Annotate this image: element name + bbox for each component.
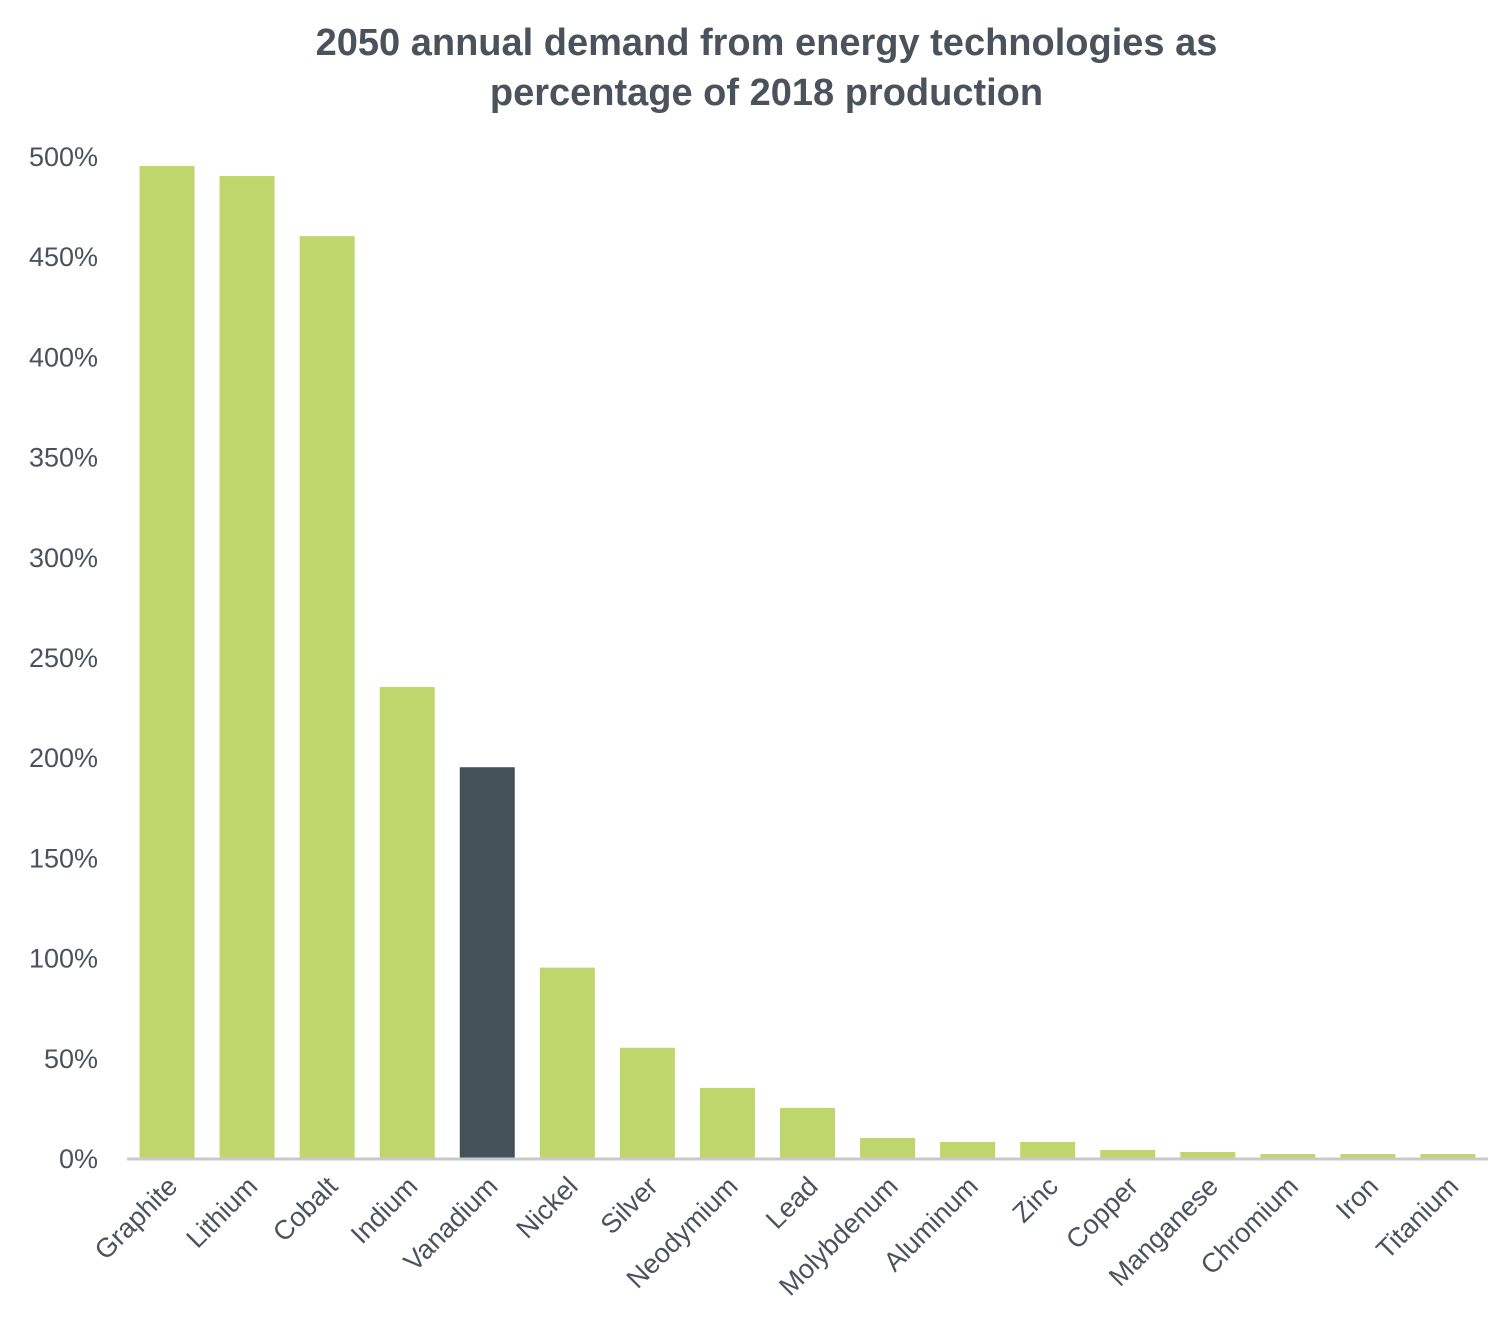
bar-aluminum [940, 1141, 996, 1158]
bar-indium [379, 687, 435, 1158]
y-tick-label-400: 400% [29, 342, 98, 372]
chart-title-line-2: percentage of 2018 production [489, 72, 1044, 114]
bar-titanium [1420, 1153, 1476, 1158]
bar-zinc [1020, 1141, 1076, 1158]
chart-title-line-1: 2050 annual demand from energy technolog… [315, 22, 1218, 64]
y-axis-tick-labels: 0% 50% 100% 150% 200% 250% 300% 350% 400% 450% 500… [29, 142, 98, 1174]
bar-lead [780, 1107, 835, 1158]
y-tick-label-500: 500% [29, 142, 98, 172]
y-tick-label-100: 100% [29, 944, 98, 974]
bar-neodymium [699, 1087, 755, 1158]
x-tick-label-cobalt: Cobalt [267, 1171, 344, 1248]
y-tick-label-0: 0% [59, 1144, 98, 1174]
y-tick-label-300: 300% [29, 543, 98, 573]
bar-molybdenum [860, 1137, 916, 1158]
y-tick-label-250: 250% [29, 643, 98, 673]
bar-copper [1100, 1149, 1156, 1158]
y-tick-label-200: 200% [29, 743, 98, 773]
chart-title: 2050 annual demand from energy technolog… [0, 18, 1507, 118]
x-tick-label-titanium: Titanium [1370, 1171, 1464, 1265]
bar-lithium [219, 176, 275, 1159]
x-tick-label-lithium: Lithium [181, 1171, 264, 1254]
bars [139, 166, 1476, 1159]
bar-graphite [139, 166, 195, 1158]
y-tick-label-50: 50% [44, 1044, 98, 1074]
y-tick-label-350: 350% [29, 443, 98, 473]
bar-chromium [1260, 1153, 1316, 1158]
x-tick-label-zinc: Zinc [1007, 1171, 1064, 1228]
x-tick-label-nickel: Nickel [510, 1171, 583, 1244]
bar-nickel [539, 967, 595, 1158]
bar-iron [1340, 1153, 1396, 1158]
y-tick-label-450: 450% [29, 242, 98, 272]
x-tick-label-graphite: Graphite [89, 1171, 183, 1265]
bar-cobalt [299, 236, 355, 1158]
y-tick-label-150: 150% [29, 843, 98, 873]
x-tick-label-iron: Iron [1330, 1171, 1384, 1225]
x-tick-label-lead: Lead [760, 1171, 824, 1235]
bar-silver [619, 1047, 675, 1158]
bar-vanadium [459, 767, 515, 1158]
x-tick-label-indium: Indium [345, 1171, 424, 1250]
x-tick-label-silver: Silver [595, 1171, 664, 1240]
bar-manganese [1180, 1151, 1236, 1158]
